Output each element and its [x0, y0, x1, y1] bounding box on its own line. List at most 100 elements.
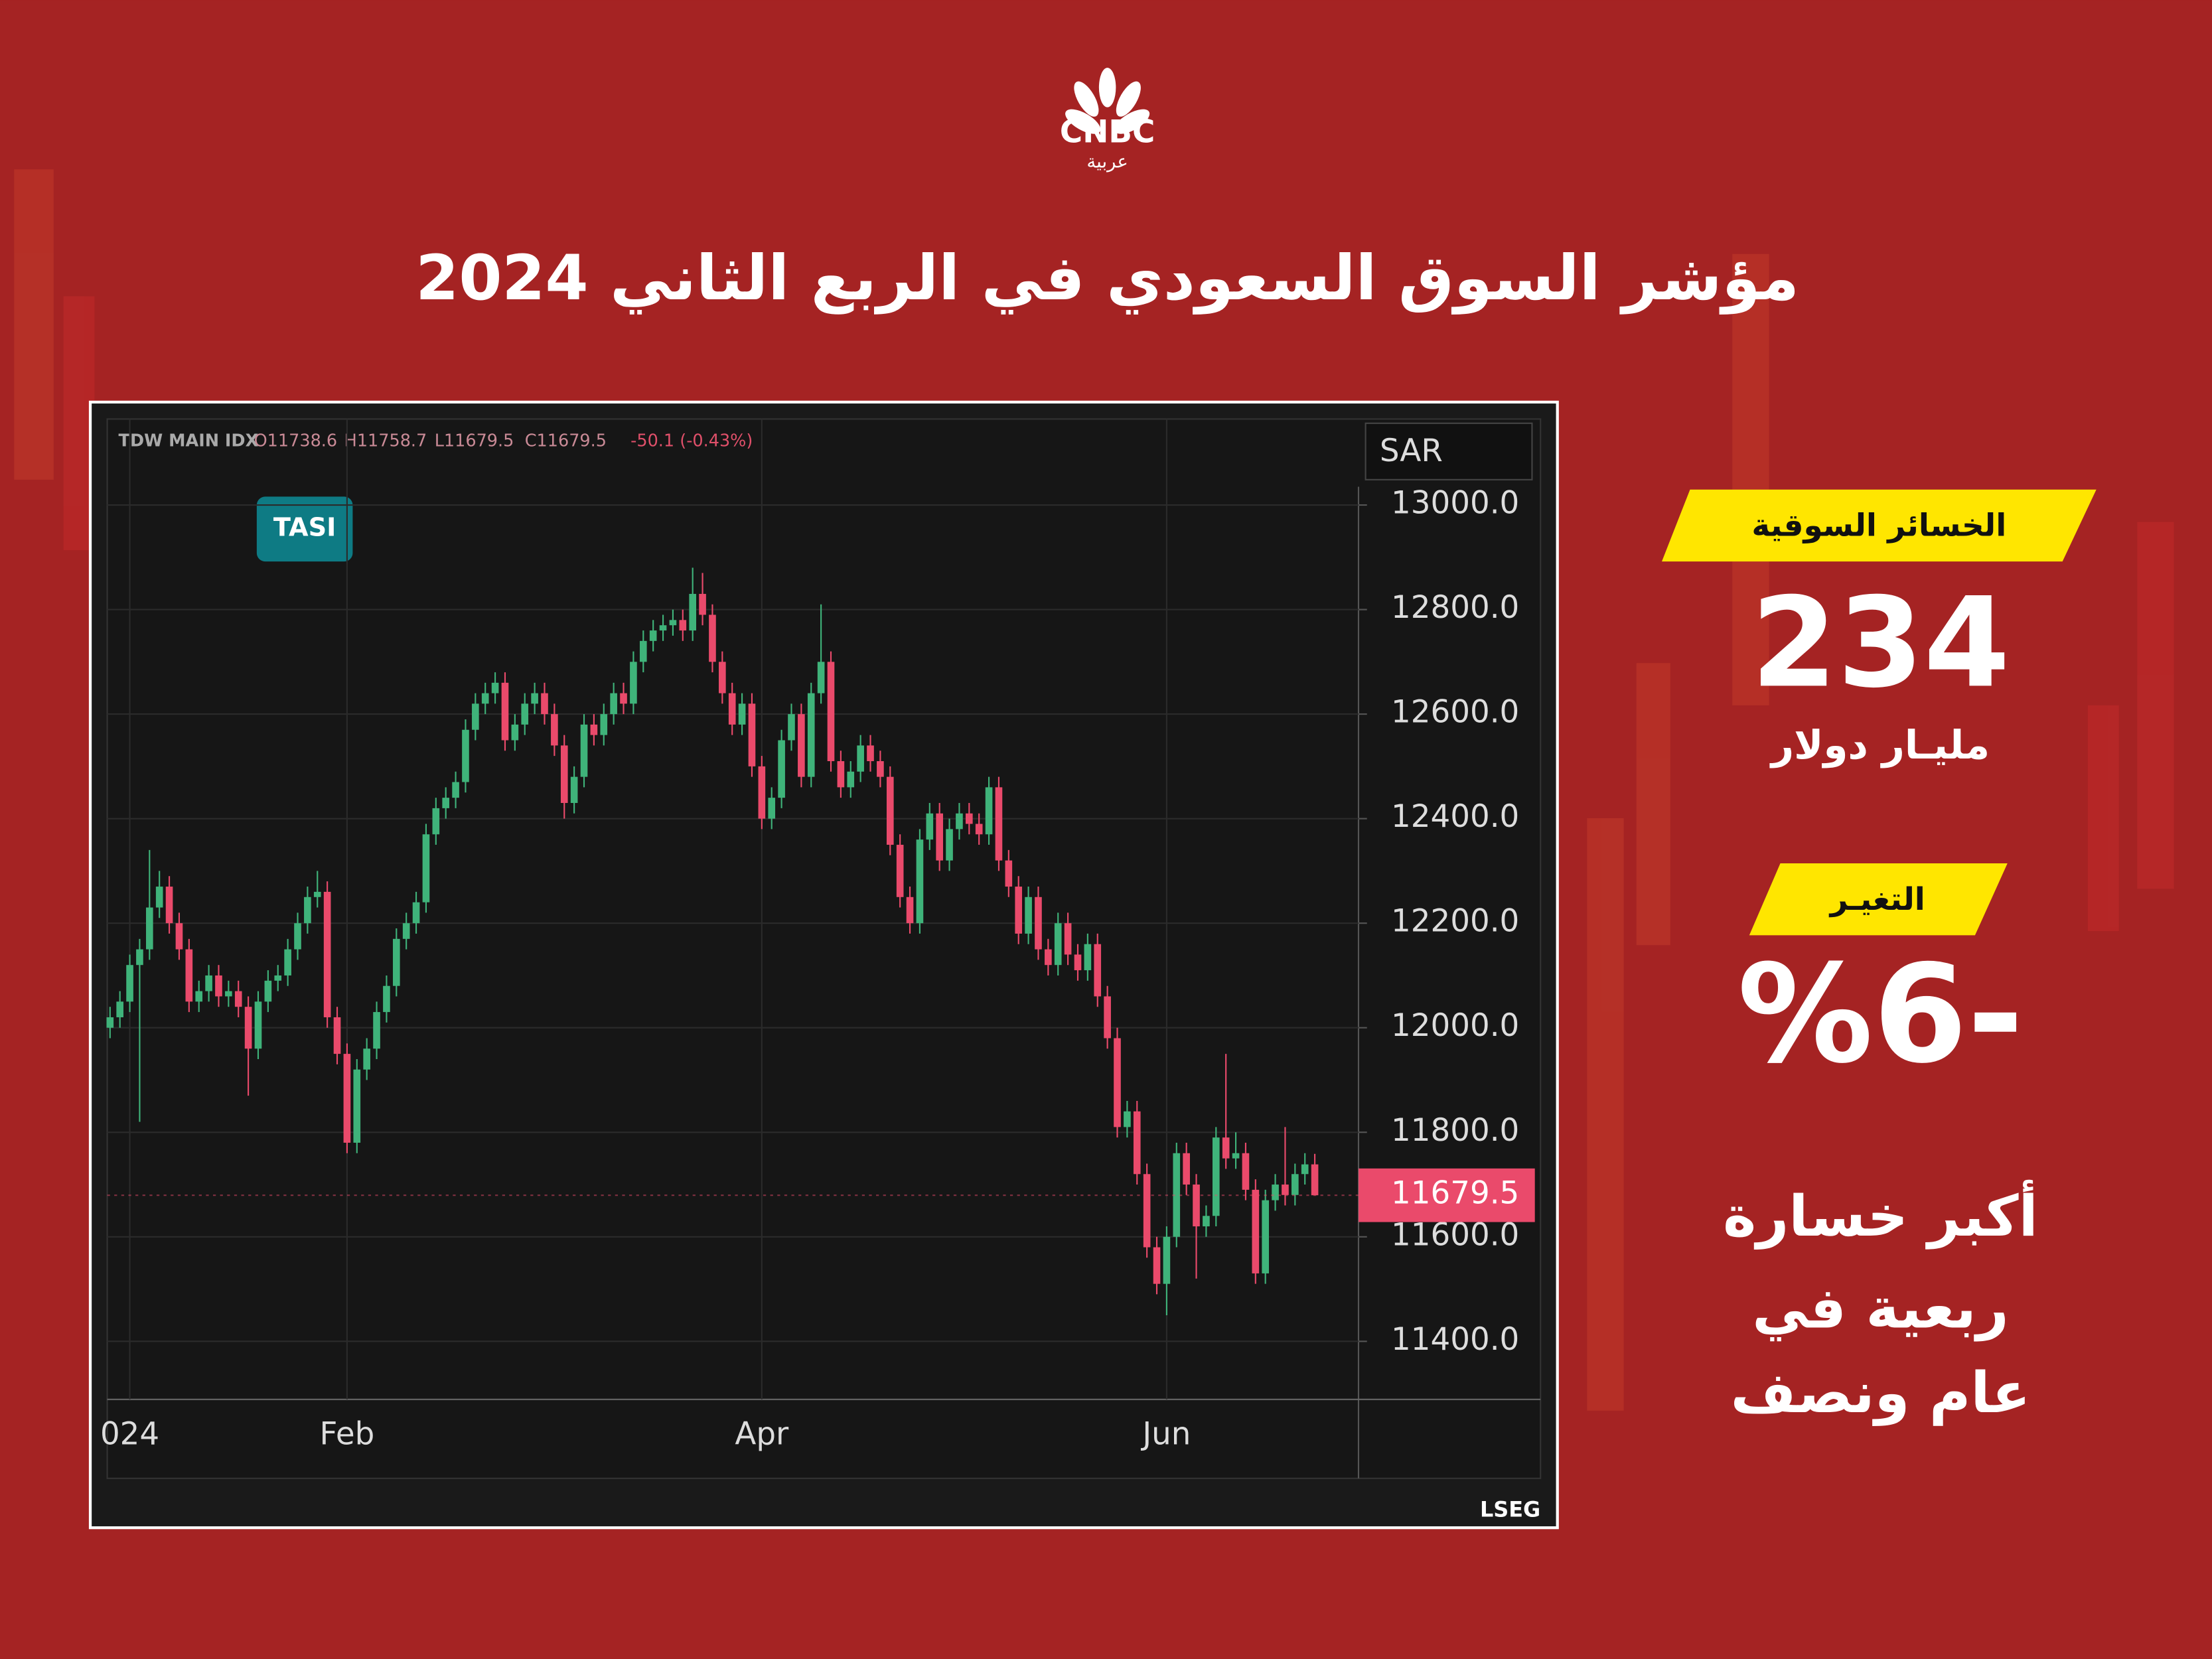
candle-body [1212, 1137, 1220, 1216]
candle-body [462, 729, 469, 782]
candle-body [1183, 1153, 1190, 1185]
candle-body [1232, 1153, 1240, 1159]
y-tick-label: 12000.0 [1391, 1008, 1519, 1044]
header-value: O11738.6 [254, 431, 338, 451]
logo-sub: عربية [1086, 151, 1128, 173]
candle-body [1173, 1153, 1181, 1237]
title: مؤشر السوق السعودي في الربع الثاني 2024 [415, 242, 1799, 315]
candle-body [679, 620, 687, 631]
candle-body [244, 1007, 252, 1049]
candle-body [402, 923, 410, 939]
candle-body [1045, 949, 1052, 966]
candle-body [985, 787, 993, 835]
y-tick-label: 11400.0 [1391, 1322, 1519, 1358]
candle-body [481, 693, 489, 704]
y-tick-label: 13000.0 [1391, 486, 1519, 522]
candle-body [126, 965, 133, 1002]
change-label: التغيـر [1829, 882, 1925, 918]
candle-body [1114, 1038, 1121, 1127]
candle-body [146, 907, 153, 950]
candle-body [294, 923, 301, 950]
candle-body [699, 593, 706, 615]
candle-body [857, 745, 864, 772]
y-tick-label: 12600.0 [1391, 695, 1519, 731]
x-tick-label: Feb [320, 1417, 375, 1453]
candle-body [728, 693, 736, 725]
candle-body [392, 938, 400, 986]
decor [14, 169, 2174, 1411]
candle-body [442, 798, 450, 808]
source: LSEG [1480, 1497, 1540, 1522]
candle-body [669, 620, 677, 626]
note-line: عام ونصف [1731, 1360, 2031, 1426]
loss-unit: مليـار دولار [1769, 723, 1990, 768]
candle-body [1064, 923, 1072, 955]
x-tick-label: Jun [1140, 1417, 1191, 1453]
candle-body [649, 630, 657, 641]
candle-body [590, 724, 598, 735]
candle-body [738, 703, 746, 725]
header-value: C11679.5 [525, 431, 607, 451]
candle-body [659, 625, 667, 631]
candle-body [284, 949, 291, 975]
candle-body [1222, 1137, 1230, 1159]
candle-body [956, 813, 963, 830]
candle-body [1282, 1185, 1289, 1195]
candle-body [1074, 954, 1082, 971]
currency: SAR [1380, 433, 1443, 469]
candle-body [600, 714, 608, 735]
candle-body [709, 614, 716, 662]
candle-body [798, 714, 805, 777]
last-price-label: 11679.5 [1391, 1176, 1519, 1212]
candle-body [1153, 1247, 1161, 1284]
change-tag [1749, 863, 2008, 936]
candle-body [1054, 923, 1062, 966]
candle-body [472, 703, 479, 730]
candle-body [254, 1001, 262, 1049]
candle-body [491, 682, 499, 693]
candle-body [867, 745, 874, 762]
candle-body [185, 949, 193, 1002]
candle-body [205, 975, 212, 991]
candle-body [1005, 860, 1013, 887]
candle-body [541, 693, 548, 715]
header-value: -50.1 (-0.43%) [630, 431, 753, 451]
candle-body [412, 902, 420, 924]
chart: SAR TASI TDW MAIN IDX LSEG O11738.6 H1175… [88, 400, 1559, 1530]
x-tick-label: Apr [735, 1417, 789, 1453]
y-tick-label: 12200.0 [1391, 904, 1519, 940]
candle-body [511, 724, 519, 741]
header-value: L11679.5 [435, 431, 514, 451]
candle-body [965, 813, 973, 824]
candle-body [906, 897, 914, 924]
change-value: %6- [1737, 936, 2024, 1094]
note-line: أكبر خسارة [1723, 1179, 2038, 1250]
candle-body [215, 975, 222, 997]
candle-body [620, 693, 627, 704]
candle-body [274, 975, 282, 981]
candle-body [807, 693, 815, 777]
label-badge [256, 496, 353, 562]
candle-body [1242, 1153, 1250, 1190]
loss-label: الخسائر السوقية [1751, 508, 2006, 544]
candle-body [946, 829, 953, 861]
candle-body [106, 1017, 114, 1028]
candle-body [422, 834, 430, 902]
header-value: H11758.7 [344, 431, 427, 451]
candle-body [165, 887, 173, 924]
candle-body [639, 640, 647, 662]
candle-body [383, 985, 390, 1013]
candle-body [373, 1012, 380, 1049]
y-tick-label: 11800.0 [1391, 1113, 1519, 1149]
candle-body [521, 703, 529, 725]
loss-tag [1662, 489, 2097, 562]
candle-body [837, 761, 845, 788]
logo-brand: CNBC [1060, 115, 1155, 151]
candle-body [313, 891, 321, 897]
candle-body [886, 776, 894, 845]
candle-body [630, 662, 637, 704]
candle-body [975, 824, 983, 835]
candle-body [610, 693, 617, 715]
candle-body [758, 766, 766, 819]
